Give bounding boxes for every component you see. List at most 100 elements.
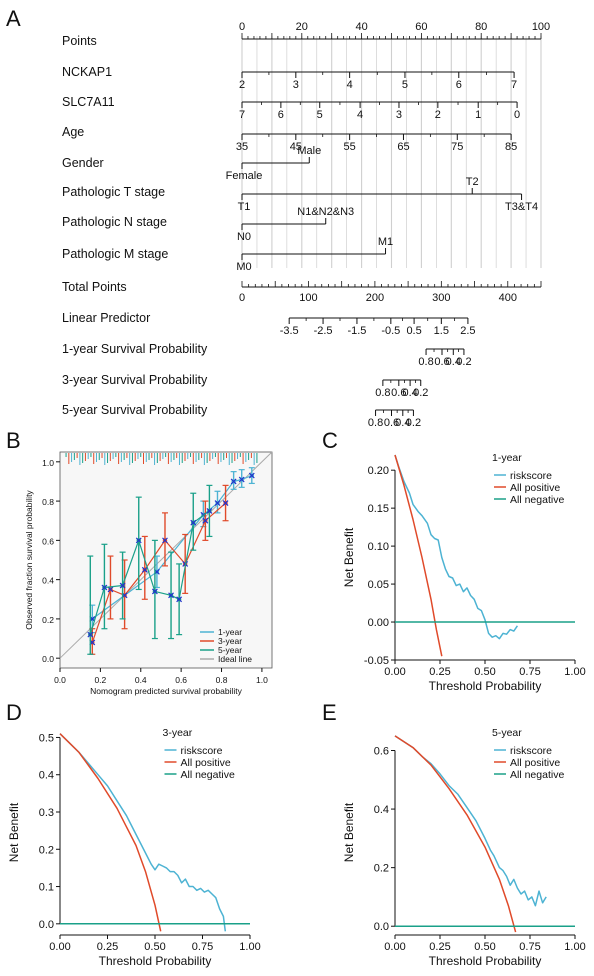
legend-label: All negative [510,769,564,781]
y-tick-label: 1.0 [42,458,54,468]
y-tick-label: 0.05 [368,579,389,591]
nomogram-scale-label: 0.2 [413,387,428,399]
nomogram-scale-label: 6 [278,109,284,121]
legend-label: All positive [510,482,560,494]
observed-x-marker [151,588,158,595]
legend-label: riskscore [181,745,223,757]
x-tick-label: 0.00 [384,941,405,953]
nomogram-row-label: Gender [62,156,104,170]
x-tick-label: 0.75 [519,666,540,678]
nomogram-scale-label: 3 [293,79,299,91]
x-tick-label: 1.00 [564,666,585,678]
nomogram-scale-label: 1.5 [434,325,449,337]
x-tick-label: 0.4 [135,675,147,685]
nomogram-scale-label: 65 [397,141,409,153]
net-benefit-line [394,454,443,657]
nomogram-scale-label: -3.5 [280,325,299,337]
points-tick-label: 60 [415,21,427,33]
net-benefit-line [394,735,517,933]
x-tick-label: 0.50 [144,941,165,953]
y-tick-label: 0.3 [39,807,54,819]
points-tick-label: 20 [296,21,308,33]
y-axis-title: Net Benefit [7,802,21,862]
points-tick-label: 0 [239,21,245,33]
x-tick-label: 1.00 [564,941,585,953]
panel-label-c: C [322,428,338,453]
total-points-tick-label: 300 [432,292,450,304]
nomogram-scale-label: 2 [239,79,245,91]
y-tick-label: 0.6 [374,746,389,758]
panel-label-b: B [6,428,21,453]
y-tick-label: 0.2 [374,863,389,875]
nomogram-row-label: 5-year Survival Probability [62,403,208,417]
nomogram-scale-label: 2 [435,109,441,121]
nomogram-scale-label: M1 [378,236,393,248]
nomogram-scale-label: T1 [238,201,251,213]
y-tick-label: 0.1 [39,882,54,894]
y-tick-label: 0.6 [42,536,54,546]
nomogram-row-label: SLC7A11 [62,95,115,109]
observed-x-marker [135,537,142,544]
nomogram-scale-label: 4 [357,109,363,121]
legend-label: riskscore [510,470,552,482]
y-tick-label: 0.2 [39,844,54,856]
nomogram-scale-label: 7 [511,79,517,91]
net-benefit-line [394,735,547,907]
legend-label: Ideal line [218,654,252,664]
x-axis-title: Threshold Probability [429,954,542,968]
nomogram-scale-label: T2 [466,176,479,188]
nomogram-scale-label: 0.6 [434,356,449,368]
y-axis-title: Net Benefit [342,527,356,587]
points-tick-label: 80 [475,21,487,33]
x-axis-title: Nomogram predicted survival probability [90,686,242,696]
legend-title: 3-year [163,727,193,739]
nomogram-scale-label: N1&N2&N3 [297,206,354,218]
nomogram-scale-label: 0.4 [446,356,461,368]
legend-label: All negative [510,494,564,506]
dca-5-year-panel: 0.00 0.25 0.50 0.75 1.00 0.0 0.2 0.4 0.6 Threshol… [342,727,586,968]
x-tick-label: 0.75 [192,941,213,953]
nomogram-scale-label: N0 [237,231,251,243]
nomogram-scale-label: 6 [456,79,462,91]
nomogram-row-label: Pathologic M stage [62,247,168,261]
nomogram-row-label: Pathologic T stage [62,185,165,199]
observed-x-marker [141,566,148,573]
nomogram-row-label: 1-year Survival Probability [62,342,208,356]
panel-label-e: E [322,700,337,725]
observed-x-marker [238,476,245,483]
legend-title: 1-year [492,452,522,464]
nomogram-scale-label: 5 [317,109,323,121]
observed-x-marker [87,631,94,638]
x-tick-label: 0.8 [216,675,228,685]
nomogram-scale-label: 0.6 [384,417,399,429]
dca-1-year-panel: 0.00 0.25 0.50 0.75 1.00-0.050.000.050.100.1… [342,452,586,693]
y-tick-label: 0.5 [39,732,54,744]
points-tick-label: 100 [532,21,550,33]
nomogram-row-label: Linear Predictor [62,311,150,325]
y-tick-label: 0.0 [39,919,54,931]
nomogram-row-label: Age [62,125,84,139]
observed-x-marker [168,592,174,599]
nomogram-scale-label: Female [226,170,263,182]
nomogram-scale-label: 85 [505,141,517,153]
nomogram-scale-label: 0.5 [406,325,421,337]
legend-label: 5-year [218,645,242,655]
net-benefit-line [394,454,519,640]
y-tick-label: 0.20 [368,465,389,477]
total-points-tick-label: 200 [366,292,384,304]
legend-label: 3-year [218,636,242,646]
y-tick-label: 0.4 [42,576,54,586]
nomogram-scale-label: -1.5 [347,325,366,337]
nomogram-scale-label: T3&T4 [505,201,538,213]
x-tick-label: 0.25 [429,666,450,678]
x-tick-label: 1.00 [239,941,260,953]
y-tick-label: 0.8 [42,497,54,507]
net-benefit-line [59,733,227,932]
x-tick-label: 0.00 [49,941,70,953]
nomogram-scale-label: 55 [344,141,356,153]
legend-label: All negative [181,769,235,781]
nomogram-scale-label: 1 [475,109,481,121]
panel-label-d: D [6,700,22,725]
total-points-tick-label: 0 [239,292,245,304]
